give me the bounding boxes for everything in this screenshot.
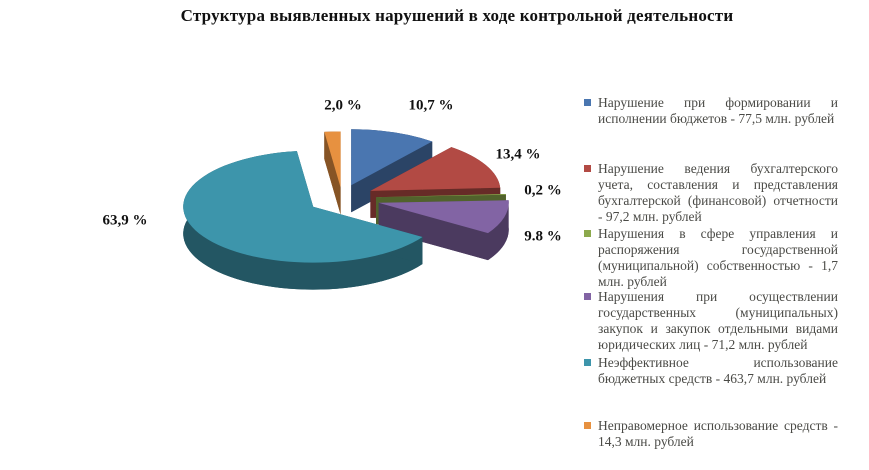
chart-title: Структура выявленных нарушений в ходе ко… [180, 6, 734, 25]
pie-slice-face [351, 129, 433, 186]
legend-item-label: Нарушение при формировании и исполнении … [598, 95, 838, 126]
legend-item-improper-use: Неправомерное использование средств - 14… [584, 418, 846, 450]
legend-item-budget-formation: Нарушение при формировании и исполнении … [584, 95, 846, 127]
legend-item-label: Нарушение ведения бухгалтерского учета, … [598, 161, 838, 224]
pie-data-label-improper-use: 2,0 % [324, 97, 362, 114]
legend-item-procurement: Нарушения при осуществлении государствен… [584, 289, 846, 353]
pie-slice-face [324, 131, 341, 188]
legend-item-label: Нарушения при осуществлении государствен… [598, 289, 838, 352]
pie-slice-face [488, 200, 509, 261]
pie-slice-face [378, 202, 488, 261]
pie-data-label-procurement: 9.8 % [524, 228, 562, 245]
legend-item-label: Нарушения в сфере управления и распоряже… [598, 226, 838, 289]
pie-slice-face [376, 194, 506, 198]
pie-slice-face [370, 147, 501, 191]
legend-item-accounting: Нарушение ведения бухгалтерского учета, … [584, 161, 846, 225]
legend-color-swatch [584, 293, 591, 300]
legend-item-property: Нарушения в сфере управления и распоряже… [584, 226, 846, 290]
pie-slice-face [183, 151, 423, 263]
pie-data-label-budget-formation: 10,7 % [408, 97, 454, 114]
pie-data-label-accounting: 13,4 % [495, 146, 541, 163]
pie-slice-face [324, 131, 341, 215]
legend-color-swatch [584, 422, 591, 429]
legend-item-label: Неэффективное использование бюджетных ср… [598, 355, 838, 386]
legend-color-swatch [584, 165, 591, 172]
pie-data-label-inefficient-use: 63,9 % [102, 212, 148, 229]
legend-item-label: Неправомерное использование средств - 14… [598, 418, 838, 449]
legend-color-swatch [584, 99, 591, 106]
legend-color-swatch [584, 230, 591, 237]
legend-item-inefficient-use: Неэффективное использование бюджетных ср… [584, 355, 846, 387]
legend-color-swatch [584, 359, 591, 366]
pie-data-label-property: 0,2 % [524, 182, 562, 199]
pie-slice-face [378, 200, 509, 234]
